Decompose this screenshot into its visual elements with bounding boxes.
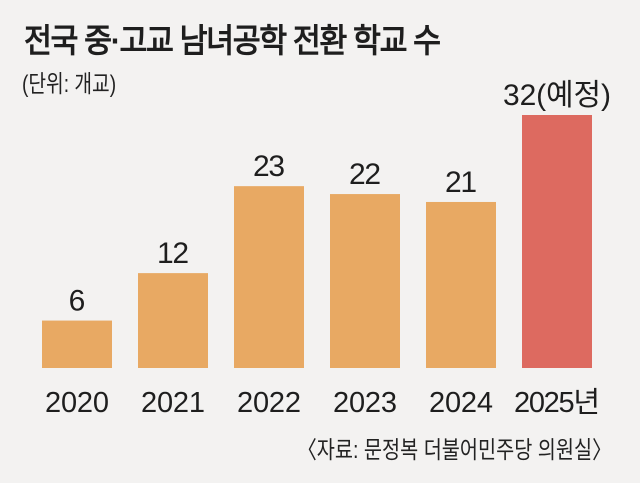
bar-2024 (426, 201, 496, 368)
value-label: 12 (157, 237, 189, 270)
x-tick-label: 2020 (45, 387, 109, 419)
value-label: 23 (253, 150, 285, 183)
x-tick-label: 2021 (141, 387, 205, 419)
bar-2023 (330, 194, 400, 368)
value-label: 22 (349, 158, 381, 191)
bar-2020 (42, 320, 112, 368)
value-label: 6 (69, 285, 86, 318)
bar-2025년 (522, 115, 592, 368)
value-label: 32(예정) (503, 79, 611, 112)
x-tick-label: 2024 (429, 387, 493, 419)
unit-label: (단위: 개교) (22, 71, 117, 98)
bar-2021 (138, 273, 208, 368)
value-label: 21 (445, 166, 477, 199)
x-tick-label: 2022 (237, 387, 301, 419)
x-tick-label: 2023 (333, 387, 397, 419)
x-tick-label: 2025년 (514, 387, 600, 419)
bar-2022 (234, 186, 304, 368)
chart-title: 전국 중·고교 남녀공학 전환 학교 수 (24, 22, 441, 59)
source-note: 〈자료: 문정복 더불어민주당 의원실〉 (297, 437, 612, 464)
